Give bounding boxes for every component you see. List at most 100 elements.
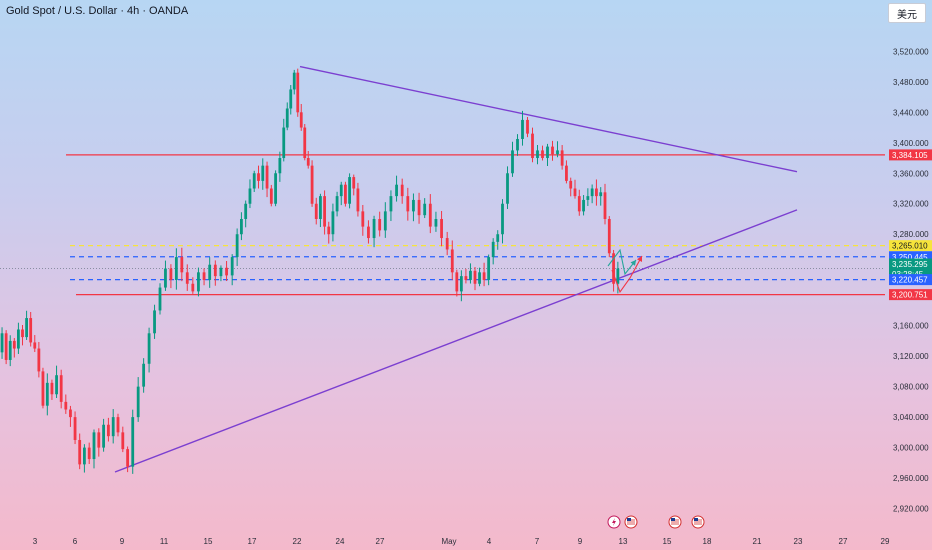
- candle-110: [521, 110, 524, 146]
- x-tick-label: 17: [248, 537, 257, 546]
- forecast-arrowhead-green: [630, 260, 636, 266]
- price-tags: 3,384.1053,265.0103,250.4453,235.29503:2…: [889, 149, 932, 301]
- candle-5: [21, 325, 24, 346]
- candle-129: [607, 216, 611, 258]
- candle-75: [344, 181, 347, 207]
- candle-112: [531, 127, 534, 163]
- price-tag: 3,265.010: [889, 240, 932, 252]
- x-tick-label: 27: [376, 537, 385, 546]
- x-tick-label: 18: [703, 537, 712, 546]
- candle-58: [278, 151, 282, 182]
- symbol-title[interactable]: Gold Spot / U.S. Dollar · 4h · OANDA: [6, 5, 189, 17]
- candle-12: [50, 379, 54, 400]
- candle-3: [12, 338, 16, 358]
- candle-59: [282, 118, 286, 162]
- price-axis[interactable]: 2,920.000 2,960.000 3,000.000 3,040.000 3,08…: [893, 47, 929, 513]
- candle-71: [327, 221, 331, 244]
- y-tick-label: 3,520.000: [893, 47, 929, 56]
- time-axis[interactable]: 3 6 9 11 15 17 22 24 27 May 4 7 9 13 15 18 21 23 27 29: [33, 537, 890, 546]
- candle-20: [87, 442, 91, 464]
- currency-button[interactable]: 美元: [888, 3, 926, 23]
- candle-8: [33, 335, 37, 353]
- candle-125: [590, 184, 594, 204]
- candle-23: [102, 418, 105, 452]
- candle-77: [352, 174, 356, 196]
- candle-4: [17, 322, 20, 354]
- x-tick-label: 6: [73, 537, 78, 546]
- candle-62: [292, 69, 296, 95]
- candle-38: [180, 247, 184, 282]
- candle-89: [417, 192, 421, 224]
- candle-45: [219, 265, 223, 282]
- candle-101: [478, 267, 481, 287]
- x-tick-label: May: [441, 537, 456, 546]
- candle-49: [240, 212, 243, 241]
- x-tick-label: 15: [204, 537, 213, 546]
- price-tag-label: 3,200.751: [892, 291, 928, 300]
- candle-76: [348, 173, 351, 209]
- candle-106: [501, 199, 504, 244]
- price-tag: 3,200.751: [889, 289, 932, 301]
- price-tag-label: 3,235.295: [892, 260, 928, 269]
- candle-93: [440, 210, 443, 247]
- candle-24: [107, 417, 110, 442]
- candle-111: [526, 116, 529, 138]
- y-tick-label: 3,160.000: [893, 322, 929, 331]
- x-tick-label: 7: [535, 537, 540, 546]
- candle-107: [506, 166, 509, 210]
- candle-33: [153, 304, 156, 339]
- candle-7: [29, 311, 33, 347]
- candle-2: [8, 335, 12, 367]
- candle-1: [4, 330, 8, 365]
- x-tick-label: 21: [753, 537, 762, 546]
- price-tag: 3,220.457: [889, 274, 932, 286]
- candle-78: [356, 182, 360, 217]
- y-tick-label: 2,920.000: [893, 505, 929, 514]
- candle-80: [367, 220, 370, 244]
- candle-43: [208, 257, 212, 288]
- event-icons[interactable]: [607, 515, 705, 529]
- y-tick-label: 3,400.000: [893, 139, 929, 148]
- candle-51: [248, 179, 252, 209]
- price-tag-label: 3,384.105: [892, 151, 928, 160]
- candle-15: [64, 394, 68, 414]
- y-tick-label: 3,120.000: [893, 352, 929, 361]
- price-tag-label: 3,250.445: [892, 253, 928, 262]
- candle-30: [136, 377, 140, 422]
- candle-92: [434, 211, 438, 232]
- candle-56: [269, 184, 273, 207]
- candle-94: [445, 231, 449, 256]
- candle-35: [164, 260, 167, 291]
- y-tick-label: 3,280.000: [893, 230, 929, 239]
- candle-81: [372, 215, 376, 248]
- candle-113: [536, 145, 539, 165]
- trendline-1: [114, 209, 798, 473]
- x-tick-label: 11: [160, 537, 169, 546]
- candle-82: [378, 211, 382, 237]
- x-tick-label: 4: [487, 537, 492, 546]
- candle-131: [616, 261, 620, 294]
- candle-74: [339, 181, 343, 206]
- candle-83: [383, 202, 387, 238]
- candle-122: [577, 189, 581, 216]
- x-tick-label: 13: [619, 537, 628, 546]
- candle-34: [158, 283, 162, 315]
- candle-126: [595, 179, 598, 206]
- candle-29: [131, 409, 135, 474]
- candle-9: [37, 341, 41, 378]
- price-tag: 3,235.295: [889, 258, 932, 270]
- candle-63: [296, 68, 300, 117]
- candle-0: [0, 327, 4, 359]
- candle-40: [191, 277, 195, 294]
- trendlines: [114, 65, 798, 473]
- y-tick-label: 3,040.000: [893, 413, 929, 422]
- candle-87: [406, 187, 410, 221]
- y-tick-label: 3,320.000: [893, 200, 929, 209]
- candle-64: [299, 103, 303, 131]
- candle-121: [573, 179, 577, 199]
- x-tick-label: 9: [578, 537, 583, 546]
- forecast-arrowhead-red: [636, 256, 643, 262]
- candle-67: [310, 160, 314, 207]
- candle-72: [331, 203, 335, 242]
